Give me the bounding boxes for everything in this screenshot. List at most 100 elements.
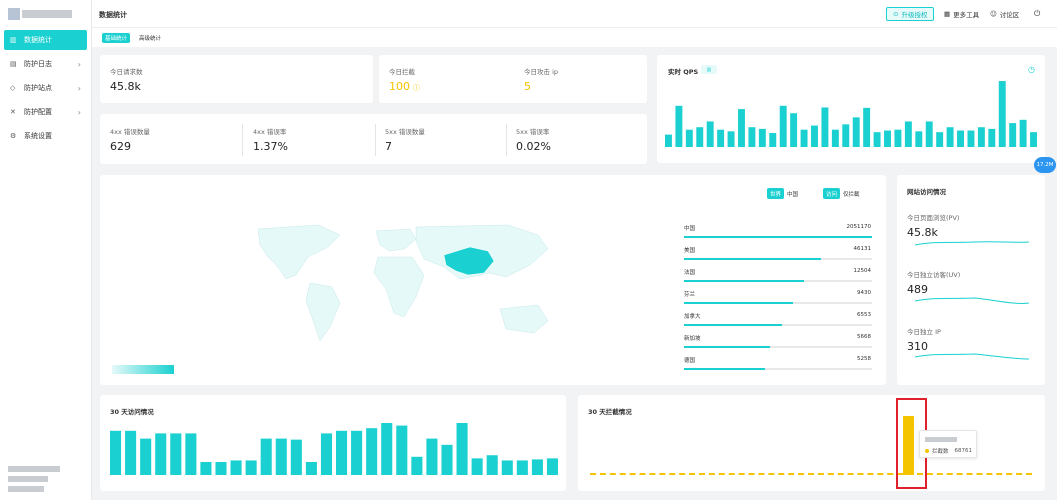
toggle-visit[interactable]: 访问 [823,188,840,199]
country-bar-track [684,236,872,238]
visit-bar [246,460,257,475]
qps-bar [728,131,735,147]
country-bar-track [684,258,872,260]
sidebar-item-config[interactable]: ✕ 防护配置 › [4,102,87,122]
australia-shape [500,305,548,333]
sidebar: ▥ 数据统计 ▤ 防护日志 › ◇ 防护站点 › ✕ 防护配置 › ⚙ 系统设置 [0,0,92,500]
qps-bar [874,132,881,147]
forum-button[interactable]: ☺ 讨论区 [990,7,1019,21]
tab-basic[interactable]: 基础统计 [102,33,130,43]
bar-chart-icon: ▥ [10,36,20,44]
visit-bar [502,460,513,475]
tab-advanced[interactable]: 高级统计 [136,33,164,43]
qps-bar [1009,123,1016,147]
visit-bar [517,460,528,475]
visit-bar [457,423,468,475]
upgrade-icon: ⊙ [893,10,898,18]
visit-bar [140,439,151,475]
qps-bar [926,121,933,147]
qps-bar [748,127,755,147]
sidebar-item-sites[interactable]: ◇ 防护站点 › [4,78,87,98]
info-icon: ⓘ [413,84,420,92]
qps-bar [675,106,682,147]
country-bar-track [684,302,872,304]
qps-bar [1020,120,1027,147]
e4xx-value: 629 [110,140,131,153]
country-name: 芬兰 [684,290,695,298]
sidebar-item-settings[interactable]: ⚙ 系统设置 [4,126,87,146]
pv-sparkline [915,237,1029,249]
visit-bar [381,423,392,475]
qps-bar [915,131,922,147]
upgrade-button[interactable]: ⊙ 升级授权 [886,7,934,21]
country-bar-track [684,324,872,326]
grid-icon: ▦ [944,10,950,18]
qps-bar [853,117,860,147]
floating-badge[interactable]: 17.2M [1034,157,1056,173]
type-toggle: 访问 仅拦截 [823,188,863,199]
tools-icon: ✕ [10,108,20,116]
qps-bar [821,107,828,147]
more-tools-button[interactable]: ▦ 更多工具 [944,7,979,21]
refresh-icon[interactable]: ◷ [1028,65,1035,74]
site-access-card: 网站访问情况 今日页面浏览(PV) 45.8k 今日独立访客(UV) 489 今… [897,175,1045,385]
qps-bar [780,106,787,147]
visit-bar [170,433,181,475]
sidebar-item-stats[interactable]: ▥ 数据统计 [4,30,87,50]
ip-sparkline [915,351,1029,363]
visit-bar [276,439,287,475]
toggle-blocked-only[interactable]: 仅拦截 [840,188,863,199]
visit-bar [110,431,121,475]
visit-bar [231,460,242,475]
visit-bar [321,433,332,475]
user-info[interactable] [8,466,68,492]
visits-30-chart [110,423,558,477]
qps-bar [842,124,849,147]
visit-bar [336,431,347,475]
chevron-right-icon: › [78,108,81,117]
visit-bar [261,439,272,475]
qps-bar [863,108,870,147]
visit-bar [532,459,543,475]
country-value: 12504 [811,268,871,274]
qps-bar [988,129,995,147]
qps-mode-toggle[interactable]: ▥ [701,65,717,74]
world-map [248,217,578,357]
south-america-shape [306,283,340,341]
country-value: 2051170 [811,224,871,230]
country-name: 法国 [684,268,695,276]
e4xx-rate-value: 1.37% [253,140,288,153]
qps-card: 实时 QPS ▥ ◷ [657,55,1045,163]
requests-value: 45.8k [110,80,141,93]
requests-card: 今日请求数 45.8k [100,55,373,103]
qps-bar [686,130,693,147]
region-toggle: 世界 中国 [767,188,801,199]
qps-bar [738,109,745,147]
country-name: 德国 [684,356,695,364]
qps-bar [947,127,954,147]
toggle-china[interactable]: 中国 [784,188,801,199]
country-name: 美国 [684,246,695,254]
visit-bar [200,462,211,475]
logout-icon[interactable]: ⏻ [1034,7,1040,21]
visit-bar [351,431,362,475]
visit-bar [366,428,377,475]
app-logo [8,8,74,20]
legend-dot-icon [925,449,929,453]
chart-tooltip: 拦截数 68761 [919,430,977,458]
country-value: 46131 [811,246,871,252]
qps-bar [790,113,797,147]
qps-bar [905,121,912,147]
visit-bar [487,455,498,475]
country-bar-fill [684,236,872,238]
toggle-world[interactable]: 世界 [767,188,784,199]
sidebar-item-logs[interactable]: ▤ 防护日志 › [4,54,87,74]
qps-bar [832,130,839,147]
country-bar-fill [684,302,793,304]
baseline-dashed-line [590,473,1032,475]
qps-bar [811,126,818,147]
visit-bar [125,431,136,475]
country-bar-fill [684,368,765,370]
country-bar-fill [684,280,804,282]
country-bar-fill [684,324,782,326]
